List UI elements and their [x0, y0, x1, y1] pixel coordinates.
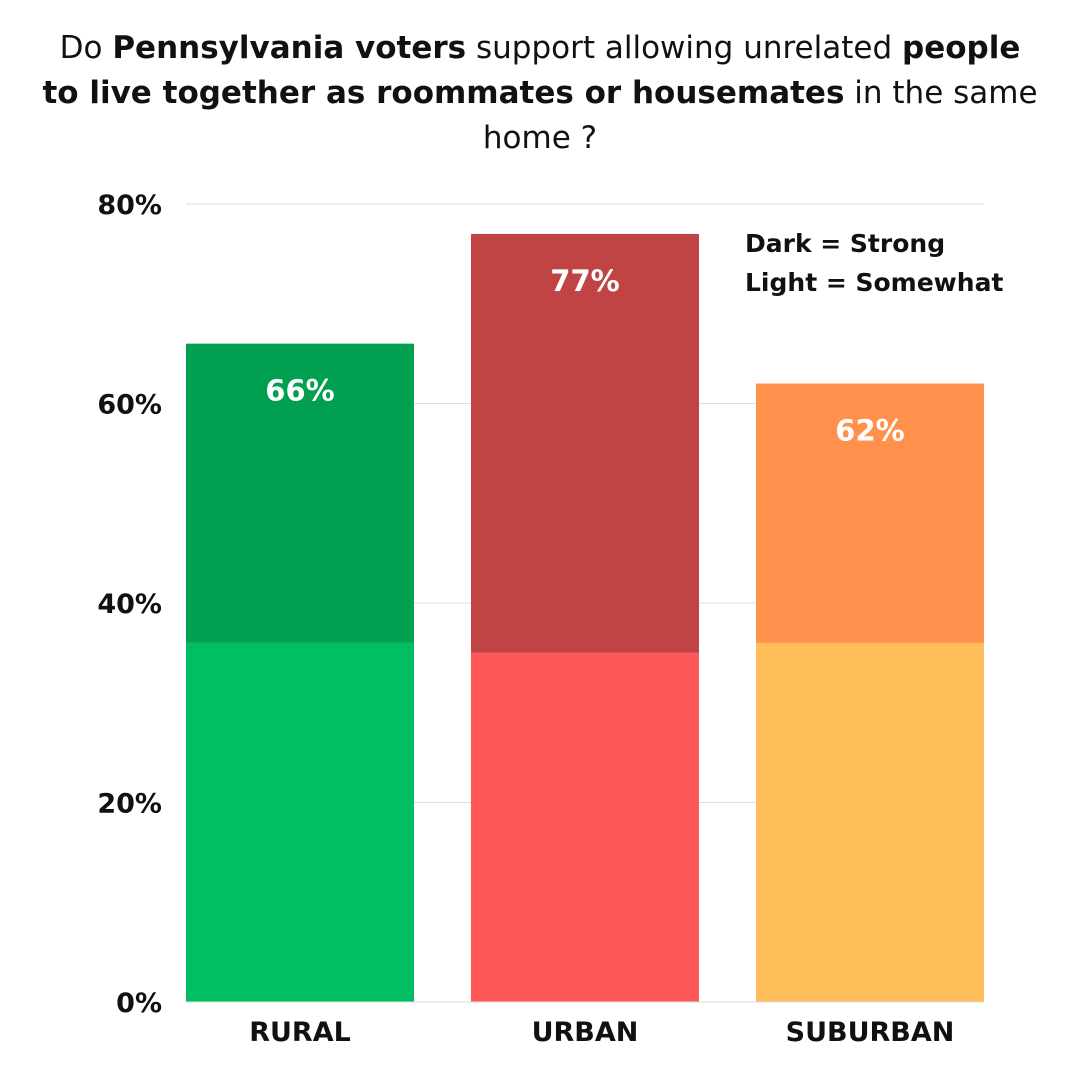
data-label-urban: 77%: [550, 264, 619, 298]
title-part-1: Do: [59, 30, 113, 66]
y-tick-label-20: 20%: [97, 789, 162, 820]
title-bold-1: Pennsylvania voters: [112, 30, 467, 66]
legend: Dark = Strong Light = Somewhat: [745, 224, 1003, 302]
bar-suburban-strong: [756, 383, 984, 643]
x-tick-label-suburban: SUBURBAN: [786, 1017, 955, 1048]
legend-dark-entry: Dark = Strong: [745, 229, 946, 258]
y-tick-label-0: 0%: [116, 988, 162, 1019]
title-bold-2: people to live together as roommates or …: [42, 30, 1021, 111]
bar-suburban-somewhat: [756, 642, 984, 1002]
title-part-3: in the same home ?: [482, 75, 1038, 156]
legend-light-entry: Light = Somewhat: [745, 268, 1004, 297]
bar-urban-somewhat: [471, 652, 699, 1002]
data-label-suburban: 62%: [835, 414, 904, 448]
bar-urban-strong: [471, 233, 699, 653]
bar-rural-somewhat: [186, 642, 414, 1002]
x-tick-label-rural: RURAL: [249, 1017, 351, 1048]
title-part-2: support allowing unrelated: [466, 30, 902, 66]
y-tick-label-40: 40%: [97, 589, 162, 620]
data-label-rural: 66%: [265, 374, 334, 408]
x-tick-label-urban: URBAN: [532, 1017, 639, 1048]
y-tick-label-60: 60%: [97, 390, 162, 421]
bar-rural-strong: [186, 343, 414, 643]
y-tick-label-80: 80%: [97, 190, 162, 221]
chart-title: Do Pennsylvania voters support allowing …: [40, 26, 1040, 161]
